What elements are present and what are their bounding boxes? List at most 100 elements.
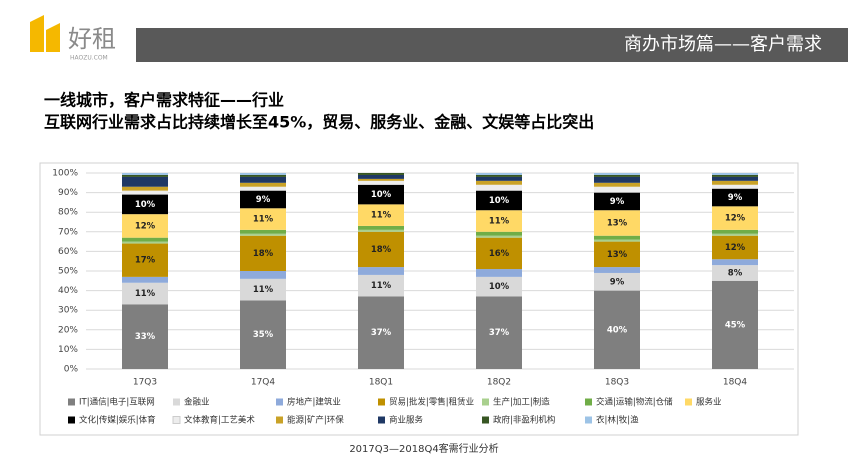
- bar-segment: [476, 237, 522, 270]
- logo-mark: [30, 15, 44, 52]
- data-label: 18%: [253, 249, 274, 259]
- y-tick-label: 10%: [58, 345, 78, 355]
- bar-segment: [712, 235, 758, 260]
- legend-label: 房地产|建筑业: [287, 397, 341, 408]
- bar-segment: [358, 204, 404, 226]
- legend-swatch: [482, 416, 489, 424]
- data-label: 9%: [610, 197, 625, 207]
- bar-segment: [594, 235, 640, 240]
- bar-segment: [594, 272, 640, 291]
- data-label: 37%: [489, 328, 510, 338]
- data-label: 8%: [728, 268, 743, 278]
- bar-segment: [594, 267, 640, 273]
- bar-segment: [358, 173, 404, 175]
- y-tick-label: 90%: [58, 188, 78, 198]
- bar-segment: [476, 184, 522, 191]
- legend-label: 衣|林|牧|渔: [596, 415, 639, 426]
- data-label: 17%: [135, 256, 156, 266]
- bar-segment: [358, 231, 404, 268]
- bar-segment: [358, 178, 404, 181]
- bar-segment: [122, 304, 168, 369]
- bar-segment: [240, 229, 286, 234]
- bar-segment: [122, 214, 168, 238]
- data-label: 9%: [728, 193, 743, 203]
- x-tick-label: 17Q4: [251, 378, 276, 388]
- bar-segment: [240, 271, 286, 279]
- bar-segment: [712, 180, 758, 185]
- bar-segment: [594, 192, 640, 211]
- x-tick-label: 18Q1: [369, 378, 393, 388]
- bar-segment: [476, 190, 522, 211]
- legend-swatch: [68, 416, 75, 424]
- bar-segment: [240, 186, 286, 191]
- bar-segment: [358, 274, 404, 297]
- data-label: 11%: [489, 217, 510, 227]
- legend-swatch: [482, 398, 489, 406]
- bar-segment: [476, 296, 522, 369]
- legend-swatch: [585, 398, 592, 406]
- bar-segment: [476, 176, 522, 181]
- caption: 2017Q3—2018Q4客需行业分析: [349, 442, 498, 455]
- bar-segment: [594, 239, 640, 242]
- y-tick-label: 70%: [58, 227, 78, 237]
- legend-label: 贸易|批发|零售|租赁业: [389, 397, 474, 408]
- x-tick-label: 18Q3: [605, 378, 629, 388]
- bar-segment: [240, 182, 286, 187]
- data-label: 13%: [607, 218, 628, 228]
- bar-segment: [712, 184, 758, 189]
- bar-segment: [122, 194, 168, 215]
- bar-segment: [712, 265, 758, 281]
- legend-swatch: [378, 416, 385, 424]
- bar-segment: [122, 190, 168, 195]
- bar-segment: [240, 235, 286, 271]
- legend-swatch: [172, 416, 181, 424]
- bar-segment: [240, 173, 286, 175]
- bar-segment: [476, 235, 522, 238]
- data-label: 37%: [371, 328, 392, 338]
- bar-segment: [476, 231, 522, 236]
- banner-title: 商办市场篇——客户需求: [624, 34, 822, 55]
- legend-label: 交通|运输|物流|仓储: [596, 397, 673, 408]
- legend-swatch: [68, 398, 75, 406]
- bar-segment: [712, 206, 758, 230]
- bar-segment: [594, 176, 640, 183]
- bar-segment: [594, 290, 640, 369]
- bar-segment: [358, 267, 404, 275]
- data-label: 9%: [256, 195, 271, 205]
- bar-segment: [476, 173, 522, 175]
- data-label: 13%: [607, 250, 628, 260]
- bar-segment: [358, 180, 404, 185]
- bar-segment: [594, 174, 640, 177]
- logo-mark: [46, 23, 60, 52]
- bar-segment: [712, 173, 758, 175]
- heading: 一线城市，客户需求特征——行业: [44, 91, 284, 110]
- legend-label: 金融业: [184, 397, 210, 408]
- bar-segment: [476, 276, 522, 297]
- y-tick-label: 50%: [58, 267, 78, 277]
- legend-swatch: [585, 416, 592, 424]
- data-label: 12%: [725, 214, 746, 224]
- bar-segment: [240, 233, 286, 236]
- bar-segment: [240, 174, 286, 177]
- data-label: 33%: [135, 332, 156, 342]
- bar-segment: [358, 225, 404, 230]
- bar-segment: [122, 186, 168, 191]
- bar-segment: [240, 176, 286, 183]
- bar-segment: [712, 176, 758, 181]
- bar-segment: [594, 182, 640, 187]
- data-label: 11%: [371, 281, 392, 291]
- x-tick-label: 17Q3: [133, 378, 157, 388]
- legend-swatch: [276, 416, 283, 424]
- y-tick-label: 100%: [52, 169, 78, 179]
- subheading: 互联网行业需求占比持续增长至45%，贸易、服务业、金融、文娱等占比突出: [44, 113, 594, 132]
- data-label: 35%: [253, 330, 274, 340]
- legend-swatch: [378, 398, 385, 406]
- banner: [136, 28, 848, 62]
- legend-label: 能源|矿产|环保: [287, 415, 344, 426]
- bar-segment: [594, 173, 640, 175]
- data-label: 11%: [371, 211, 392, 221]
- data-label: 11%: [253, 215, 274, 225]
- data-label: 10%: [135, 200, 156, 210]
